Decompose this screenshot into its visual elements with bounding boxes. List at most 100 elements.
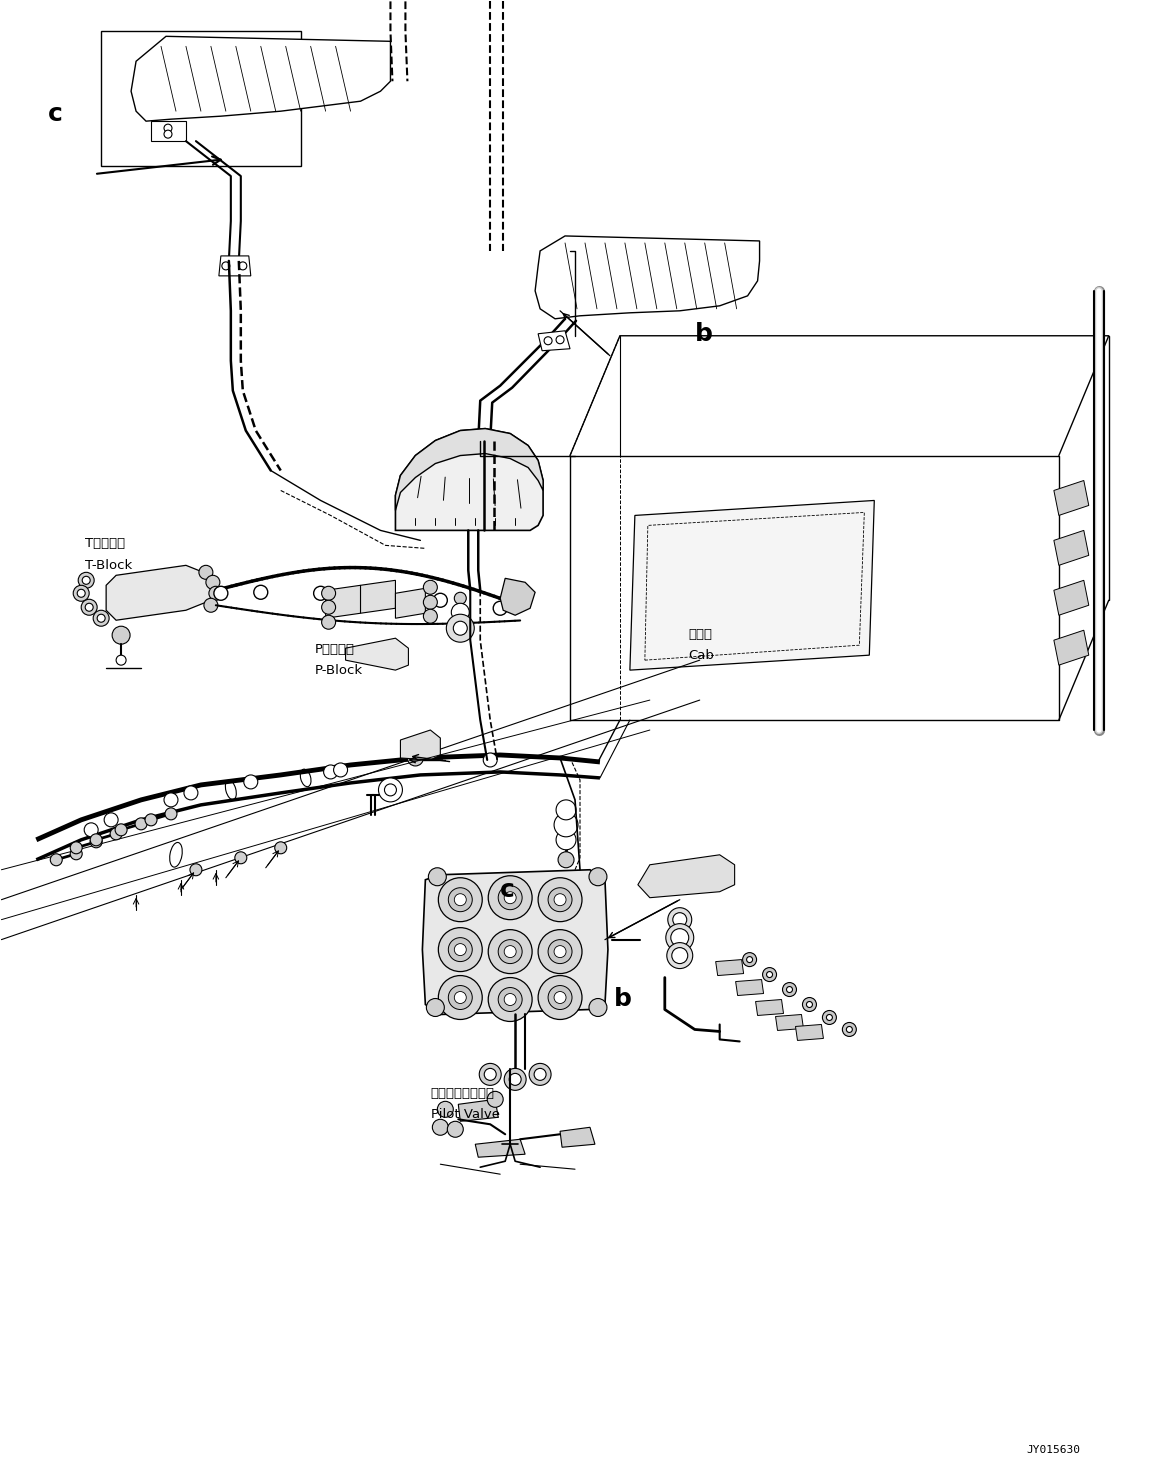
Text: JY015630: JY015630 [1027, 1444, 1080, 1455]
Text: c: c [500, 878, 515, 902]
Circle shape [78, 572, 94, 589]
Circle shape [428, 868, 447, 885]
Circle shape [665, 924, 694, 952]
Circle shape [802, 998, 816, 1011]
Circle shape [105, 813, 119, 828]
Circle shape [588, 868, 607, 885]
Circle shape [783, 983, 797, 997]
Circle shape [548, 986, 572, 1010]
Text: キャブ: キャブ [688, 629, 712, 642]
Polygon shape [736, 980, 764, 995]
Circle shape [671, 928, 688, 946]
Circle shape [323, 765, 337, 779]
Circle shape [454, 621, 468, 635]
Circle shape [199, 565, 213, 580]
Polygon shape [538, 331, 570, 351]
Text: Tブロック: Tブロック [85, 537, 126, 550]
Polygon shape [458, 1099, 498, 1121]
Circle shape [81, 599, 98, 615]
Circle shape [554, 813, 578, 836]
Circle shape [214, 586, 228, 601]
Circle shape [164, 125, 172, 132]
Polygon shape [776, 1014, 804, 1031]
Circle shape [488, 876, 533, 919]
Circle shape [488, 977, 533, 1022]
Circle shape [666, 943, 693, 968]
Circle shape [487, 1091, 504, 1108]
Circle shape [455, 992, 466, 1004]
Circle shape [554, 946, 566, 958]
Circle shape [378, 779, 402, 802]
Ellipse shape [170, 842, 183, 868]
Polygon shape [345, 638, 408, 670]
Circle shape [434, 593, 448, 607]
Circle shape [455, 894, 466, 906]
Circle shape [544, 337, 552, 344]
Circle shape [433, 1120, 448, 1136]
Circle shape [505, 891, 516, 903]
Polygon shape [715, 960, 743, 976]
Circle shape [91, 836, 102, 848]
Circle shape [538, 930, 582, 973]
Circle shape [498, 885, 522, 909]
Circle shape [110, 828, 122, 839]
Circle shape [70, 842, 83, 854]
Text: b: b [614, 988, 632, 1011]
Circle shape [548, 940, 572, 964]
Circle shape [373, 589, 387, 604]
Circle shape [112, 626, 130, 644]
Circle shape [529, 1063, 551, 1086]
Ellipse shape [226, 780, 236, 799]
Text: Pブロック: Pブロック [315, 644, 355, 655]
Circle shape [505, 994, 516, 1005]
Circle shape [184, 786, 198, 799]
Circle shape [448, 1121, 463, 1137]
Polygon shape [106, 565, 211, 620]
Circle shape [806, 1001, 813, 1007]
Circle shape [505, 1068, 526, 1090]
Circle shape [85, 604, 93, 611]
Circle shape [786, 986, 792, 992]
Circle shape [164, 131, 172, 138]
Circle shape [455, 943, 466, 955]
Circle shape [70, 848, 83, 860]
Polygon shape [395, 589, 426, 618]
Circle shape [84, 823, 98, 836]
Text: Pilot Valve: Pilot Valve [430, 1108, 500, 1121]
Polygon shape [1054, 580, 1089, 615]
Circle shape [534, 1068, 547, 1080]
Circle shape [423, 580, 437, 595]
Polygon shape [1054, 531, 1089, 565]
Circle shape [538, 976, 582, 1019]
Circle shape [509, 1074, 521, 1086]
Polygon shape [422, 869, 608, 1014]
Circle shape [385, 785, 397, 796]
Circle shape [209, 586, 223, 601]
Circle shape [556, 799, 576, 820]
Circle shape [238, 262, 247, 270]
Polygon shape [535, 236, 759, 319]
Circle shape [244, 776, 258, 789]
Circle shape [554, 992, 566, 1004]
Circle shape [455, 592, 466, 604]
Circle shape [423, 595, 437, 610]
Circle shape [672, 948, 687, 964]
Circle shape [314, 586, 328, 601]
Circle shape [505, 946, 516, 958]
Circle shape [672, 912, 686, 927]
Circle shape [322, 601, 336, 614]
Text: P-Block: P-Block [315, 664, 363, 676]
Circle shape [448, 888, 472, 912]
Circle shape [479, 1063, 501, 1086]
Circle shape [766, 971, 772, 977]
Circle shape [93, 610, 109, 626]
Circle shape [451, 604, 469, 621]
Circle shape [83, 577, 91, 584]
Polygon shape [756, 1000, 784, 1016]
Circle shape [488, 930, 533, 973]
Circle shape [448, 937, 472, 961]
Circle shape [493, 601, 507, 615]
Circle shape [165, 808, 177, 820]
Circle shape [116, 655, 126, 666]
Circle shape [145, 814, 157, 826]
